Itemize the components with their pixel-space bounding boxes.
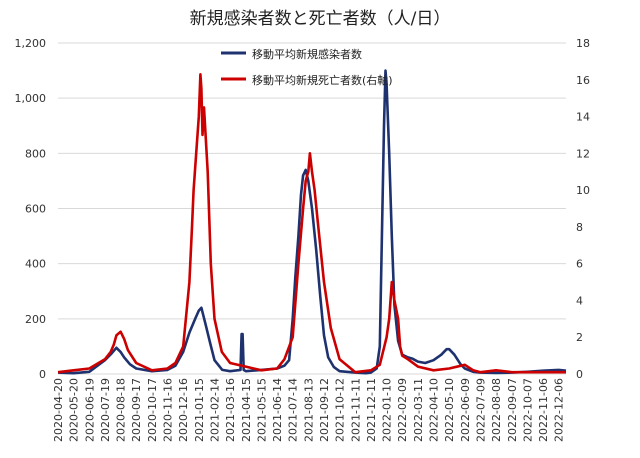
x-tick-label: 2021-06-14 (271, 378, 284, 442)
x-tick-label: 2020-08-18 (115, 378, 128, 442)
x-tick-label: 2022-07-09 (474, 378, 487, 442)
series-line-new-cases (57, 69, 567, 375)
series-lines (57, 69, 567, 375)
right-y-tick-label: 0 (576, 368, 583, 381)
right-y-tick-label: 2 (576, 331, 583, 344)
x-tick-label: 2022-02-09 (396, 378, 409, 442)
left-y-tick-label: 800 (25, 147, 46, 160)
right-y-axis: 0 2 4 6 8 10 12 14 16 18 (576, 37, 590, 381)
left-y-tick-label: 0 (39, 368, 46, 381)
chart-title: 新規感染者数と死亡者数（人/日） (190, 9, 451, 29)
right-y-tick-label: 6 (576, 258, 583, 271)
right-y-tick-label: 18 (576, 37, 590, 50)
x-tick-label: 2021-03-16 (224, 378, 237, 442)
left-y-axis: 0 200 400 600 800 1,000 1,200 (15, 37, 47, 381)
x-tick-label: 2022-08-08 (490, 378, 503, 442)
left-y-tick-label: 400 (25, 258, 46, 271)
left-y-tick-label: 200 (25, 313, 46, 326)
x-tick-label: 2021-05-15 (255, 378, 268, 442)
x-tick-label: 2022-03-11 (412, 378, 425, 442)
x-tick-label: 2022-04-10 (428, 378, 441, 442)
series-line-deaths (57, 73, 566, 374)
x-tick-label: 2021-01-15 (193, 378, 206, 442)
gridlines (58, 42, 566, 375)
right-y-tick-label: 14 (576, 111, 590, 124)
x-tick-label: 2021-02-14 (208, 378, 221, 442)
x-tick-label: 2021-11-11 (349, 378, 362, 442)
right-y-tick-label: 10 (576, 184, 590, 197)
left-y-tick-label: 600 (25, 203, 46, 216)
x-tick-label: 2021-07-14 (287, 378, 300, 442)
x-tick-label: 2022-12-06 (553, 378, 566, 442)
x-tick-label: 2020-11-16 (162, 378, 175, 442)
left-y-tick-label: 1,200 (15, 37, 47, 50)
legend-label-cases: 移動平均新規感染者数 (252, 47, 362, 61)
left-y-tick-label: 1,000 (15, 92, 47, 105)
right-y-tick-label: 16 (576, 74, 590, 87)
x-axis: 2020-04-20 2020-05-20 2020-06-19 2020-07-19… (52, 378, 566, 442)
x-tick-label: 2022-05-10 (443, 378, 456, 442)
right-y-tick-label: 4 (576, 294, 583, 307)
x-tick-label: 2022-01-10 (381, 378, 394, 442)
x-tick-label: 2020-05-20 (68, 378, 81, 442)
x-tick-label: 2020-07-19 (99, 378, 112, 442)
x-tick-label: 2021-08-13 (302, 378, 315, 442)
x-tick-label: 2022-11-06 (537, 378, 550, 442)
legend-label-deaths: 移動平均新規死亡者数(右軸) (252, 73, 393, 87)
x-tick-label: 2021-09-12 (318, 378, 331, 442)
x-tick-label: 2022-10-07 (521, 378, 534, 442)
x-tick-label: 2021-04-15 (240, 378, 253, 442)
legend: 移動平均新規感染者数 移動平均新規死亡者数(右軸) (221, 47, 393, 87)
right-y-tick-label: 8 (576, 221, 583, 234)
x-tick-label: 2020-04-20 (52, 378, 65, 442)
x-tick-label: 2022-06-09 (459, 378, 472, 442)
x-tick-label: 2020-09-17 (130, 378, 143, 442)
right-y-tick-label: 12 (576, 147, 590, 160)
x-tick-label: 2021-12-11 (365, 378, 378, 442)
x-tick-label: 2021-10-12 (334, 378, 347, 442)
x-tick-label: 2020-06-19 (83, 378, 96, 442)
x-tick-label: 2022-09-07 (506, 378, 519, 442)
x-tick-label: 2020-12-16 (177, 378, 190, 442)
x-tick-label: 2020-10-17 (146, 378, 159, 442)
